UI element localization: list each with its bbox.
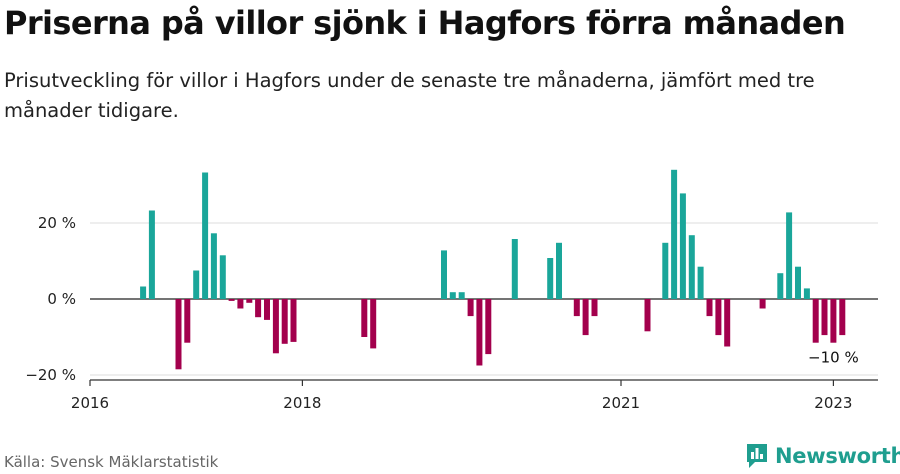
x-tick-label: 2016 — [71, 394, 109, 412]
bar — [547, 258, 554, 299]
bar — [688, 235, 695, 299]
x-tick-label: 2021 — [602, 394, 640, 412]
bar — [759, 299, 766, 309]
y-tick-label: 20 % — [38, 214, 76, 232]
bar — [697, 266, 704, 299]
bar — [140, 286, 147, 299]
x-tick-label: 2023 — [814, 394, 852, 412]
x-axis — [89, 379, 878, 386]
bar — [777, 273, 784, 299]
bar — [449, 292, 456, 299]
bar — [441, 250, 447, 299]
bar — [458, 292, 465, 299]
value-annotation: −10 % — [808, 349, 859, 367]
bar — [148, 210, 155, 299]
bar — [795, 266, 801, 299]
bar — [485, 299, 492, 355]
bar — [591, 299, 598, 317]
bar — [361, 299, 368, 337]
chart-title: Priserna på villor sjönk i Hagfors förra… — [4, 4, 846, 42]
brand[interactable]: Newsworthy — [745, 442, 900, 470]
brand-name: Newsworthy — [775, 444, 900, 468]
bar — [219, 255, 226, 299]
bar — [290, 299, 297, 342]
bar — [706, 299, 713, 317]
bar — [246, 299, 253, 303]
tick-labels: 20 % 0 % −20 % 2016 2018 2021 2023 −10 % — [25, 214, 858, 412]
bar — [830, 299, 837, 343]
bar — [370, 299, 377, 349]
bar — [786, 212, 793, 299]
bar — [184, 299, 191, 343]
bar — [839, 299, 846, 336]
bar — [264, 299, 270, 320]
bar — [644, 299, 651, 332]
bar — [255, 299, 262, 318]
bar — [272, 299, 279, 354]
bar — [724, 299, 731, 347]
bar — [803, 288, 810, 299]
bar — [467, 299, 474, 317]
bar — [476, 299, 483, 366]
y-tick-label: −20 % — [25, 366, 76, 384]
bar — [556, 242, 562, 299]
x-tick-label: 2018 — [283, 394, 321, 412]
bar — [662, 242, 669, 299]
bar — [281, 299, 288, 344]
bar — [679, 193, 686, 299]
bar — [210, 233, 217, 299]
newsworthy-logo-icon — [747, 444, 767, 468]
bar — [582, 299, 589, 336]
bar — [511, 239, 518, 299]
bar — [202, 172, 209, 299]
bars — [140, 169, 846, 370]
y-tick-label: 0 % — [47, 290, 76, 308]
bar — [193, 270, 200, 299]
bar-chart: 20 % 0 % −20 % 2016 2018 2021 2023 −10 % — [25, 169, 878, 412]
chart-subtitle: Prisutveckling för villor i Hagfors unde… — [4, 69, 815, 122]
bar — [812, 299, 819, 343]
bar — [573, 299, 580, 317]
source-note: Källa: Svensk Mäklarstatistik — [4, 453, 219, 471]
bar — [228, 299, 235, 301]
bar — [821, 299, 828, 336]
bar — [671, 169, 678, 299]
bar — [237, 299, 244, 309]
bar — [175, 299, 182, 370]
bar — [715, 299, 722, 336]
